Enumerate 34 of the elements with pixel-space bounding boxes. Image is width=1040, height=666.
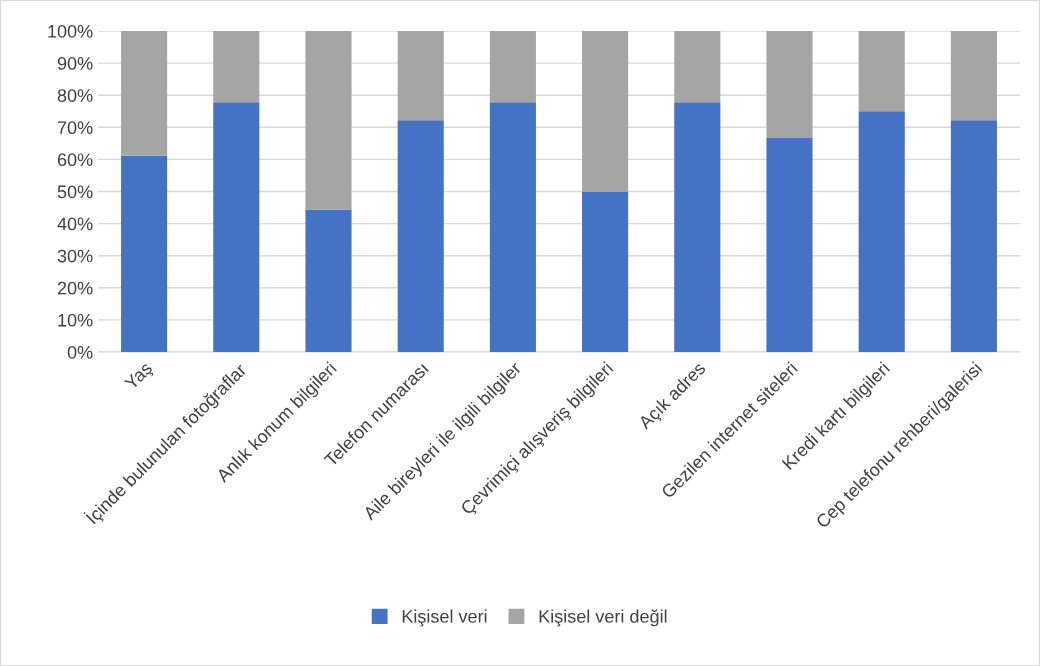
y-tick-label: 70% <box>57 121 93 135</box>
bar <box>397 120 444 352</box>
y-tick-label: 100% <box>48 24 93 38</box>
bar <box>305 209 352 352</box>
legend-label: Kişisel veri değil <box>539 609 667 627</box>
bar <box>674 102 721 352</box>
y-tick-label: 40% <box>57 217 93 231</box>
bar <box>766 31 813 138</box>
y-tick-label: 0% <box>67 345 93 359</box>
bar <box>582 191 629 352</box>
y-tick-label: 90% <box>57 57 93 70</box>
y-tick-label: 80% <box>57 89 93 102</box>
bar <box>950 120 997 352</box>
y-tick-label: 10% <box>58 313 93 327</box>
bar <box>397 31 444 121</box>
bar <box>121 155 168 352</box>
y-tick-label: 60% <box>57 153 93 167</box>
bar <box>858 31 905 112</box>
bar <box>305 31 352 210</box>
x-tick-label: Yaş <box>123 361 156 394</box>
bar <box>674 31 721 103</box>
y-tick-label: 20% <box>57 281 93 295</box>
bar <box>489 102 536 352</box>
legend-label: Kişisel veri <box>402 609 487 627</box>
bar <box>950 31 997 121</box>
bar <box>582 31 629 192</box>
y-tick-label: 50% <box>57 185 93 199</box>
bar <box>213 31 260 103</box>
bar <box>766 137 813 352</box>
bar <box>489 31 536 103</box>
bar <box>858 111 905 352</box>
bar <box>121 31 168 156</box>
y-tick-label: 30% <box>57 249 93 263</box>
bar <box>213 102 260 352</box>
